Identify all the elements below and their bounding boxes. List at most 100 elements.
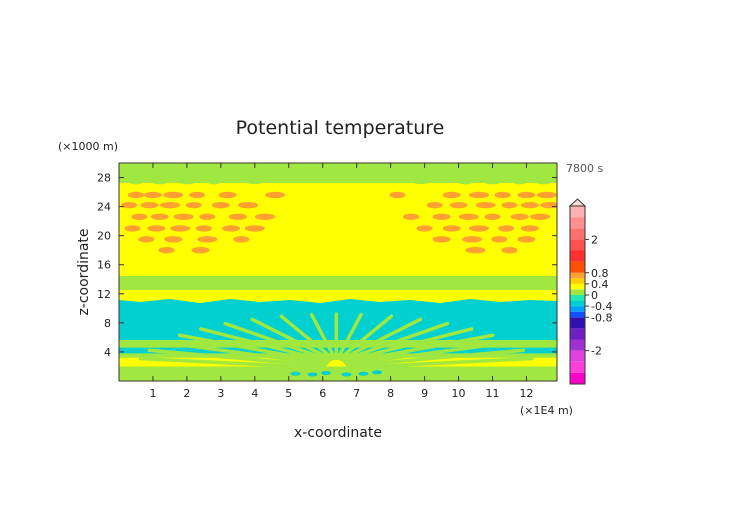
upper-cell xyxy=(510,213,529,220)
y-tick-label: 8 xyxy=(104,317,111,330)
upper-cell xyxy=(501,247,518,254)
colorbar-segment xyxy=(570,300,585,307)
field-green-layer xyxy=(119,276,557,290)
upper-cell xyxy=(158,247,175,254)
upper-cell xyxy=(403,213,419,220)
upper-cell xyxy=(199,213,216,220)
colorbar-segment xyxy=(570,295,585,301)
y-tick-label: 12 xyxy=(97,288,111,301)
upper-cell xyxy=(534,177,553,185)
upper-cell xyxy=(501,201,518,209)
upper-cell xyxy=(426,201,443,209)
upper-cell xyxy=(233,236,250,243)
colorbar-tick-label: 2 xyxy=(591,233,598,246)
plot-frame xyxy=(118,162,558,382)
upper-cell xyxy=(498,225,515,232)
lower-ray xyxy=(341,321,450,362)
lower-patch xyxy=(290,371,301,376)
lower-rays-group xyxy=(119,312,557,377)
colorbar-tick-label: -2 xyxy=(591,345,602,358)
lower-patch xyxy=(307,372,318,377)
upper-green-patch xyxy=(491,169,528,178)
upper-cell xyxy=(164,236,183,243)
upper-cell xyxy=(147,225,166,232)
y-tick-label: 24 xyxy=(97,201,111,214)
upper-green-patch xyxy=(411,178,432,185)
upper-cell xyxy=(127,191,144,199)
upper-cell xyxy=(218,191,237,199)
colorbar-segment xyxy=(570,339,585,351)
upper-cell xyxy=(150,177,169,185)
lower-ray xyxy=(346,367,539,372)
upper-cell xyxy=(432,236,451,243)
lower-patch xyxy=(321,371,332,376)
upper-cell xyxy=(468,225,489,232)
upper-green-patch xyxy=(151,169,188,178)
colorbar-segment xyxy=(570,306,585,312)
lower-patch xyxy=(358,371,369,376)
upper-cell xyxy=(468,191,489,199)
upper-cell xyxy=(138,236,155,243)
upper-cell xyxy=(222,225,241,232)
x-tick-label: 3 xyxy=(217,387,224,400)
upper-cell xyxy=(389,191,406,199)
x-tick-label: 9 xyxy=(421,387,428,400)
upper-cell xyxy=(456,177,475,185)
upper-cell xyxy=(127,177,144,185)
upper-cell xyxy=(484,213,501,220)
upper-cell xyxy=(432,213,451,220)
upper-cell xyxy=(244,225,265,232)
x-tick-label: 6 xyxy=(319,387,326,400)
heatmap-field xyxy=(119,163,557,381)
lower-ray xyxy=(279,314,335,361)
colorbar-segment xyxy=(570,278,585,284)
upper-cell xyxy=(416,225,433,232)
upper-cell xyxy=(491,236,508,243)
upper-cell xyxy=(458,213,479,220)
lower-ray xyxy=(250,317,334,361)
upper-cell xyxy=(140,201,159,209)
chart-title: Potential temperature xyxy=(236,117,445,139)
upper-cell xyxy=(143,191,162,199)
upper-cell xyxy=(255,213,275,220)
upper-cell xyxy=(494,191,511,199)
upper-cell xyxy=(195,225,212,232)
x-tick-label: 12 xyxy=(519,387,533,400)
upper-cell xyxy=(442,225,461,232)
colorbar-segment xyxy=(570,289,585,295)
colorbar-segment xyxy=(570,317,585,329)
upper-cell xyxy=(520,225,539,232)
upper-cell xyxy=(530,213,551,220)
upper-cell xyxy=(520,201,539,209)
y-tick-label: 4 xyxy=(104,346,111,359)
colorbar-top-arrow xyxy=(568,198,587,207)
lower-ray xyxy=(342,327,474,364)
colorbar-tick-label: 0 xyxy=(591,289,598,302)
upper-cell xyxy=(206,177,223,185)
upper-cell xyxy=(482,177,503,185)
y-tick-label: 28 xyxy=(97,172,111,185)
upper-cell xyxy=(191,247,210,254)
upper-cell xyxy=(173,213,194,220)
upper-cell xyxy=(442,191,461,199)
x-tick-label: 1 xyxy=(149,387,156,400)
upper-cell xyxy=(197,236,218,243)
upper-cell xyxy=(189,191,206,199)
lower-ray xyxy=(344,340,512,366)
colorbar: 2 0.80.40-0.4-0.8 -2 xyxy=(568,198,612,385)
upper-cell xyxy=(124,225,141,232)
lower-ray xyxy=(160,340,328,366)
colorbar-segment xyxy=(570,250,585,262)
lower-ray xyxy=(223,321,332,362)
upper-cell xyxy=(159,201,180,209)
colorbar-segment xyxy=(570,372,585,384)
x-axis-label: x-coordinate xyxy=(294,425,382,441)
x-tick-label: 4 xyxy=(251,387,258,400)
x-tick-label: 11 xyxy=(485,387,499,400)
colorbar-segment xyxy=(570,261,585,273)
x-tick-label: 10 xyxy=(452,387,466,400)
lower-ray xyxy=(345,348,526,368)
upper-cell xyxy=(163,191,184,199)
lower-ray xyxy=(134,367,327,372)
lower-ray xyxy=(309,312,337,360)
